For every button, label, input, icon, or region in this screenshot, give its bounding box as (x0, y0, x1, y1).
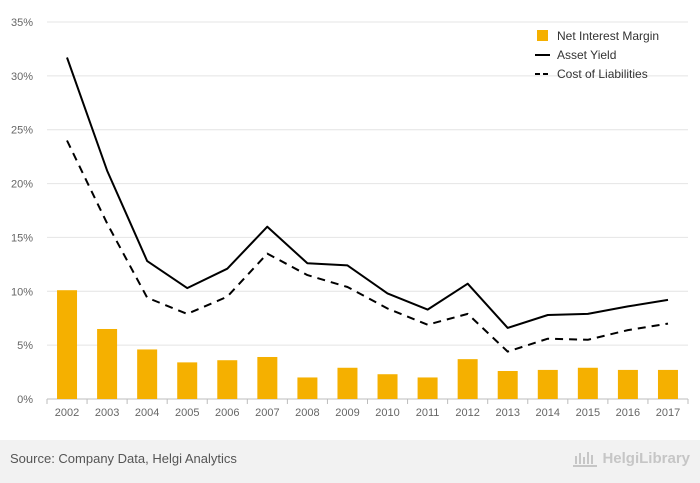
cost-of-liabilities-line (66, 140, 669, 353)
x-tick-label: 2016 (616, 407, 640, 419)
x-tick-label: 2009 (335, 407, 359, 419)
x-tick-label: 2010 (375, 407, 399, 419)
bar-net-interest-margin (457, 359, 478, 399)
x-tick-label: 2017 (656, 407, 680, 419)
y-tick-label: 5% (17, 340, 33, 352)
x-tick-label: 2012 (455, 407, 479, 419)
y-tick-label: 35% (11, 17, 33, 29)
x-tick-label: 2005 (175, 407, 199, 419)
bar-net-interest-margin (657, 369, 678, 399)
x-tick-label: 2007 (255, 407, 279, 419)
x-tick-label: 2006 (215, 407, 239, 419)
bar-net-interest-margin (297, 377, 318, 399)
x-tick-label: 2002 (55, 407, 79, 419)
helgi-library-logo[interactable]: HelgiLibrary (572, 448, 690, 468)
asset-yield-line (66, 57, 669, 329)
bar-net-interest-margin (57, 290, 78, 399)
x-tick-label: 2011 (416, 407, 440, 419)
bar-net-interest-margin (337, 367, 358, 399)
bar-net-interest-margin (257, 356, 278, 399)
y-tick-label: 25% (11, 125, 33, 137)
x-tick-label: 2003 (95, 407, 119, 419)
logo-text: HelgiLibrary (602, 449, 690, 467)
bar-net-interest-margin (417, 377, 438, 399)
bar-net-interest-margin (137, 349, 158, 399)
x-tick-label: 2008 (295, 407, 319, 419)
bar-net-interest-margin (577, 367, 598, 399)
library-building-icon (573, 452, 598, 467)
bar-net-interest-margin (177, 362, 198, 399)
legend-swatch-bar (537, 30, 548, 41)
y-tick-label: 10% (11, 286, 33, 298)
y-tick-label: 20% (11, 179, 33, 191)
x-tick-label: 2015 (576, 407, 600, 419)
y-tick-label: 15% (11, 232, 33, 244)
footer: Source: Company Data, Helgi Analytics He… (0, 440, 700, 483)
legend-label: Cost of Liabilities (557, 67, 648, 81)
bar-net-interest-margin (377, 374, 398, 399)
bar-net-interest-margin (97, 328, 118, 399)
y-tick-label: 0% (17, 394, 33, 406)
bar-net-interest-margin (537, 369, 558, 399)
bar-net-interest-margin (217, 360, 238, 399)
x-tick-label: 2004 (135, 407, 159, 419)
bar-net-interest-margin (497, 370, 518, 399)
x-tick-label: 2013 (495, 407, 519, 419)
y-tick-label: 30% (11, 71, 33, 83)
legend-label: Asset Yield (557, 48, 616, 62)
source-note: Source: Company Data, Helgi Analytics (10, 451, 237, 466)
chart: 0% 5% 10% 15% 20% 25% 30% 35% 2002 2003 2004 2005 20… (11, 17, 689, 419)
bar-net-interest-margin (617, 369, 638, 399)
x-tick-label: 2014 (536, 407, 560, 419)
legend-label: Net Interest Margin (557, 29, 659, 43)
